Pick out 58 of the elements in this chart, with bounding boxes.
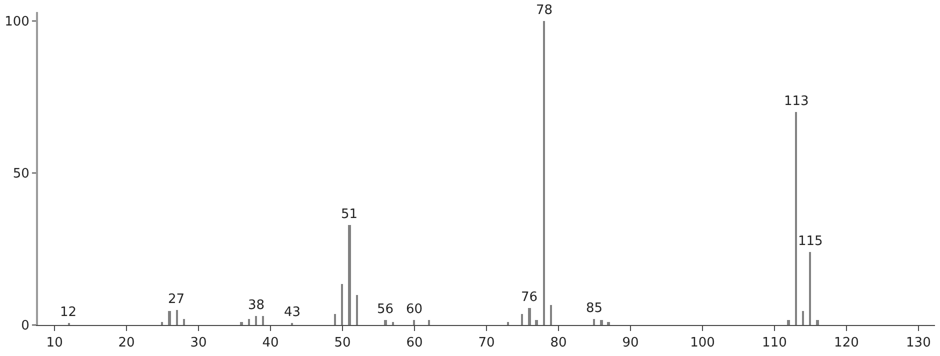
bar bbox=[809, 252, 811, 325]
x-tick-label: 110 bbox=[762, 336, 787, 351]
bar bbox=[428, 320, 430, 325]
annotation: 12 bbox=[60, 305, 77, 320]
annotation: 78 bbox=[536, 3, 553, 18]
bar bbox=[262, 316, 264, 325]
bar bbox=[535, 320, 538, 325]
bar bbox=[795, 112, 797, 325]
annotation: 56 bbox=[377, 302, 394, 317]
bar bbox=[787, 320, 790, 325]
x-tick-label: 40 bbox=[262, 336, 279, 351]
bar bbox=[600, 320, 603, 325]
annotation: 43 bbox=[284, 305, 301, 320]
x-tick-label: 100 bbox=[690, 336, 715, 351]
bar bbox=[816, 320, 819, 325]
bar bbox=[392, 322, 394, 325]
annotation: 60 bbox=[406, 302, 423, 317]
annotation: 76 bbox=[521, 290, 538, 305]
bar bbox=[507, 322, 509, 325]
bar bbox=[521, 314, 523, 325]
bar bbox=[334, 314, 336, 325]
bar bbox=[168, 311, 171, 325]
bar bbox=[550, 305, 552, 325]
y-tick-label: 100 bbox=[4, 14, 30, 30]
x-tick-label: 120 bbox=[834, 336, 859, 351]
annotation: 113 bbox=[784, 94, 809, 109]
bar bbox=[528, 308, 531, 325]
bar bbox=[607, 322, 610, 325]
annotation: 85 bbox=[586, 301, 603, 316]
x-tick-label: 60 bbox=[406, 336, 423, 351]
bar bbox=[341, 284, 343, 325]
x-tick-label: 50 bbox=[334, 336, 351, 351]
x-tick-label: 80 bbox=[550, 336, 567, 351]
bar bbox=[176, 310, 178, 325]
x-tick-label: 30 bbox=[190, 336, 207, 351]
annotation: 51 bbox=[341, 207, 358, 222]
bar bbox=[348, 225, 351, 325]
bar bbox=[183, 319, 185, 325]
y-tick-label: 50 bbox=[12, 166, 30, 182]
x-tick-label: 90 bbox=[622, 336, 639, 351]
y-tick-label: 0 bbox=[21, 318, 30, 334]
bar bbox=[802, 311, 804, 325]
annotation: 115 bbox=[798, 234, 823, 249]
bar bbox=[161, 322, 163, 325]
bar bbox=[543, 21, 545, 325]
bar bbox=[240, 322, 243, 325]
bar bbox=[356, 295, 358, 325]
x-tick-label: 20 bbox=[118, 336, 135, 351]
x-tick-label: 130 bbox=[906, 336, 931, 351]
x-tick-label: 10 bbox=[46, 336, 63, 351]
bar bbox=[255, 316, 257, 325]
bar bbox=[248, 319, 250, 325]
x-tick-label: 70 bbox=[478, 336, 495, 351]
annotation: 27 bbox=[168, 292, 185, 307]
bar bbox=[593, 319, 595, 325]
bar bbox=[413, 320, 415, 325]
annotation: 38 bbox=[248, 298, 265, 313]
bar bbox=[384, 320, 387, 325]
